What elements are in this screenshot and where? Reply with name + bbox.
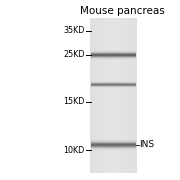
Bar (91, 150, 136, 151)
Bar (91, 56, 136, 57)
Bar (91, 147, 136, 148)
Bar (91, 54, 136, 55)
Bar (91, 50, 136, 51)
Bar (91, 82, 136, 83)
Bar (115, 18, 116, 173)
Text: INS: INS (140, 140, 155, 149)
Bar (91, 87, 136, 88)
Bar (91, 139, 136, 140)
Bar (91, 52, 136, 53)
Bar (127, 18, 129, 173)
Bar (96, 18, 97, 173)
Bar (125, 18, 126, 173)
Bar (117, 18, 118, 173)
Bar (91, 142, 136, 143)
Text: Mouse pancreas: Mouse pancreas (80, 6, 165, 16)
Bar (91, 55, 136, 56)
Bar (102, 18, 103, 173)
Bar (111, 18, 112, 173)
Text: 15KD: 15KD (63, 97, 85, 106)
Bar (136, 18, 137, 173)
Bar (91, 53, 136, 54)
Bar (108, 18, 109, 173)
Bar (90, 18, 91, 173)
Bar (91, 143, 136, 144)
Bar (91, 141, 136, 142)
Bar (91, 59, 136, 60)
Bar (130, 18, 131, 173)
Bar (91, 85, 136, 86)
Bar (90, 18, 137, 173)
Bar (94, 18, 95, 173)
Bar (91, 140, 136, 141)
Bar (129, 18, 130, 173)
Bar (134, 18, 136, 173)
Bar (109, 18, 110, 173)
Bar (132, 18, 133, 173)
Bar (91, 86, 136, 87)
Bar (116, 18, 117, 173)
Bar (104, 18, 105, 173)
Bar (119, 18, 120, 173)
Bar (91, 148, 136, 149)
Bar (123, 18, 124, 173)
Bar (100, 18, 102, 173)
Bar (133, 18, 134, 173)
Bar (91, 18, 92, 173)
Bar (91, 149, 136, 150)
Bar (118, 18, 119, 173)
Bar (91, 51, 136, 52)
Bar (91, 84, 136, 85)
Bar (103, 18, 104, 173)
Bar (91, 81, 136, 82)
Bar (126, 18, 127, 173)
Bar (95, 18, 96, 173)
Bar (91, 145, 136, 146)
Bar (99, 18, 100, 173)
Bar (106, 18, 107, 173)
Text: 10KD: 10KD (63, 146, 85, 155)
Bar (131, 18, 132, 173)
Bar (105, 18, 106, 173)
Bar (110, 18, 111, 173)
Bar (124, 18, 125, 173)
Bar (122, 18, 123, 173)
Bar (97, 18, 98, 173)
Bar (120, 18, 122, 173)
Text: 35KD: 35KD (63, 26, 85, 35)
Bar (91, 83, 136, 84)
Bar (91, 58, 136, 59)
Bar (113, 18, 114, 173)
Bar (112, 18, 113, 173)
Bar (91, 57, 136, 58)
Bar (92, 18, 94, 173)
Bar (91, 144, 136, 145)
Bar (98, 18, 99, 173)
Bar (91, 146, 136, 147)
Text: 25KD: 25KD (63, 50, 85, 59)
